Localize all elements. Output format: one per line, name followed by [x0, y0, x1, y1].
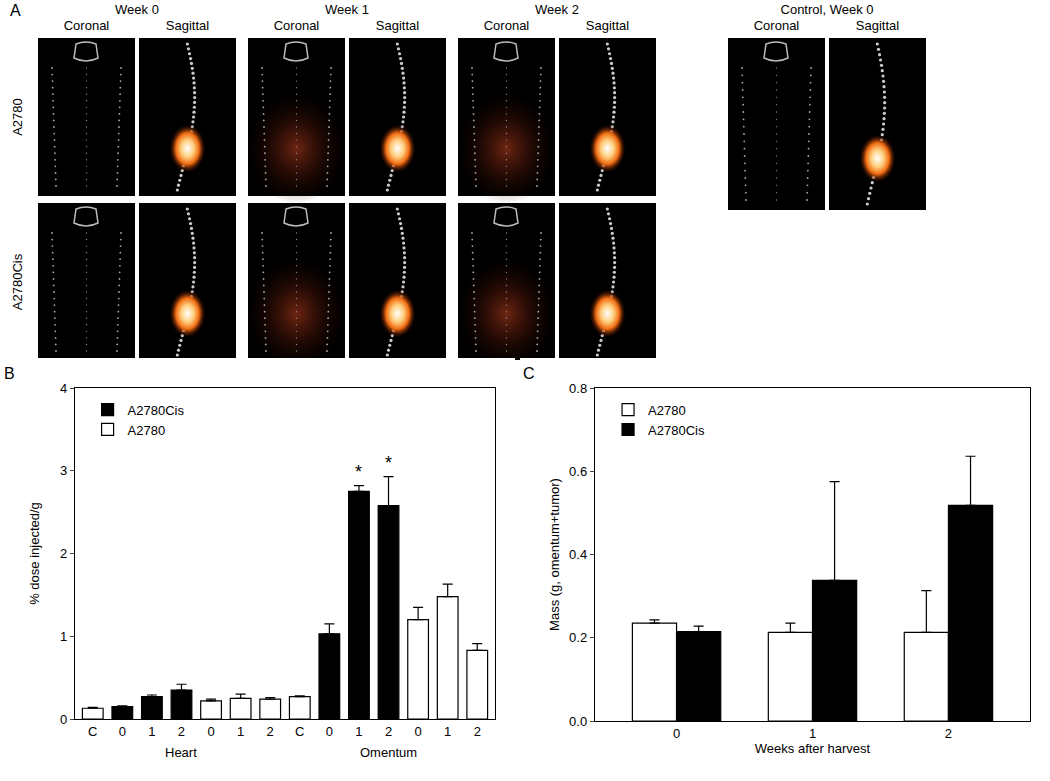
svg-text:0.0: 0.0	[569, 714, 587, 729]
svg-text:A: A	[10, 2, 21, 19]
svg-text:C: C	[523, 365, 535, 382]
svg-text:4: 4	[60, 381, 67, 396]
svg-text:*: *	[385, 453, 392, 473]
svg-text:*: *	[355, 462, 362, 482]
svg-text:2: 2	[178, 724, 185, 739]
svg-text:Weeks after harvest: Weeks after harvest	[755, 741, 871, 756]
svg-text:0: 0	[60, 712, 67, 727]
svg-text:B: B	[4, 365, 15, 382]
svg-text:0: 0	[207, 724, 214, 739]
svg-text:2: 2	[60, 546, 67, 561]
svg-text:1: 1	[444, 724, 451, 739]
svg-text:Sagittal: Sagittal	[376, 18, 419, 33]
svg-text:0: 0	[326, 724, 333, 739]
svg-text:0: 0	[673, 726, 680, 741]
svg-text:2: 2	[267, 724, 274, 739]
svg-text:1: 1	[148, 724, 155, 739]
svg-text:A2780: A2780	[10, 98, 25, 136]
svg-text:Coronal: Coronal	[484, 18, 530, 33]
svg-text:Sagittal: Sagittal	[586, 18, 629, 33]
svg-text:2: 2	[945, 726, 952, 741]
svg-text:Mass (g, omentum+tumor): Mass (g, omentum+tumor)	[547, 478, 562, 631]
svg-text:0.2: 0.2	[569, 630, 587, 645]
svg-text:2: 2	[385, 724, 392, 739]
svg-text:Sagittal: Sagittal	[166, 18, 209, 33]
svg-text:3: 3	[60, 463, 67, 478]
svg-text:1: 1	[237, 724, 244, 739]
svg-text:Control, Week 0: Control, Week 0	[781, 2, 874, 17]
svg-text:A2780Cis: A2780Cis	[648, 423, 705, 438]
svg-text:1: 1	[60, 629, 67, 644]
svg-text:% dose injected/g: % dose injected/g	[27, 502, 42, 605]
svg-text:Week 0: Week 0	[115, 2, 159, 17]
svg-text:C: C	[88, 724, 97, 739]
svg-text:A2780Cis: A2780Cis	[10, 253, 25, 310]
svg-text:0.4: 0.4	[569, 547, 587, 562]
svg-text:1: 1	[809, 726, 816, 741]
svg-text:0: 0	[119, 724, 126, 739]
svg-text:Omentum: Omentum	[360, 745, 417, 760]
svg-text:Coronal: Coronal	[64, 18, 110, 33]
svg-text:Coronal: Coronal	[754, 18, 800, 33]
svg-text:A2780Cis: A2780Cis	[128, 403, 185, 418]
svg-text:0.6: 0.6	[569, 464, 587, 479]
svg-text:Coronal: Coronal	[274, 18, 320, 33]
svg-text:A2780: A2780	[648, 403, 686, 418]
svg-text:Week 2: Week 2	[535, 2, 579, 17]
svg-text:2: 2	[474, 724, 481, 739]
svg-text:Sagittal: Sagittal	[856, 18, 899, 33]
svg-text:C: C	[295, 724, 304, 739]
svg-text:0: 0	[414, 724, 421, 739]
svg-text:Week 1: Week 1	[325, 2, 369, 17]
svg-text:1: 1	[355, 724, 362, 739]
svg-text:A2780: A2780	[128, 423, 166, 438]
svg-text:0.8: 0.8	[569, 381, 587, 396]
svg-text:Heart: Heart	[165, 745, 197, 760]
